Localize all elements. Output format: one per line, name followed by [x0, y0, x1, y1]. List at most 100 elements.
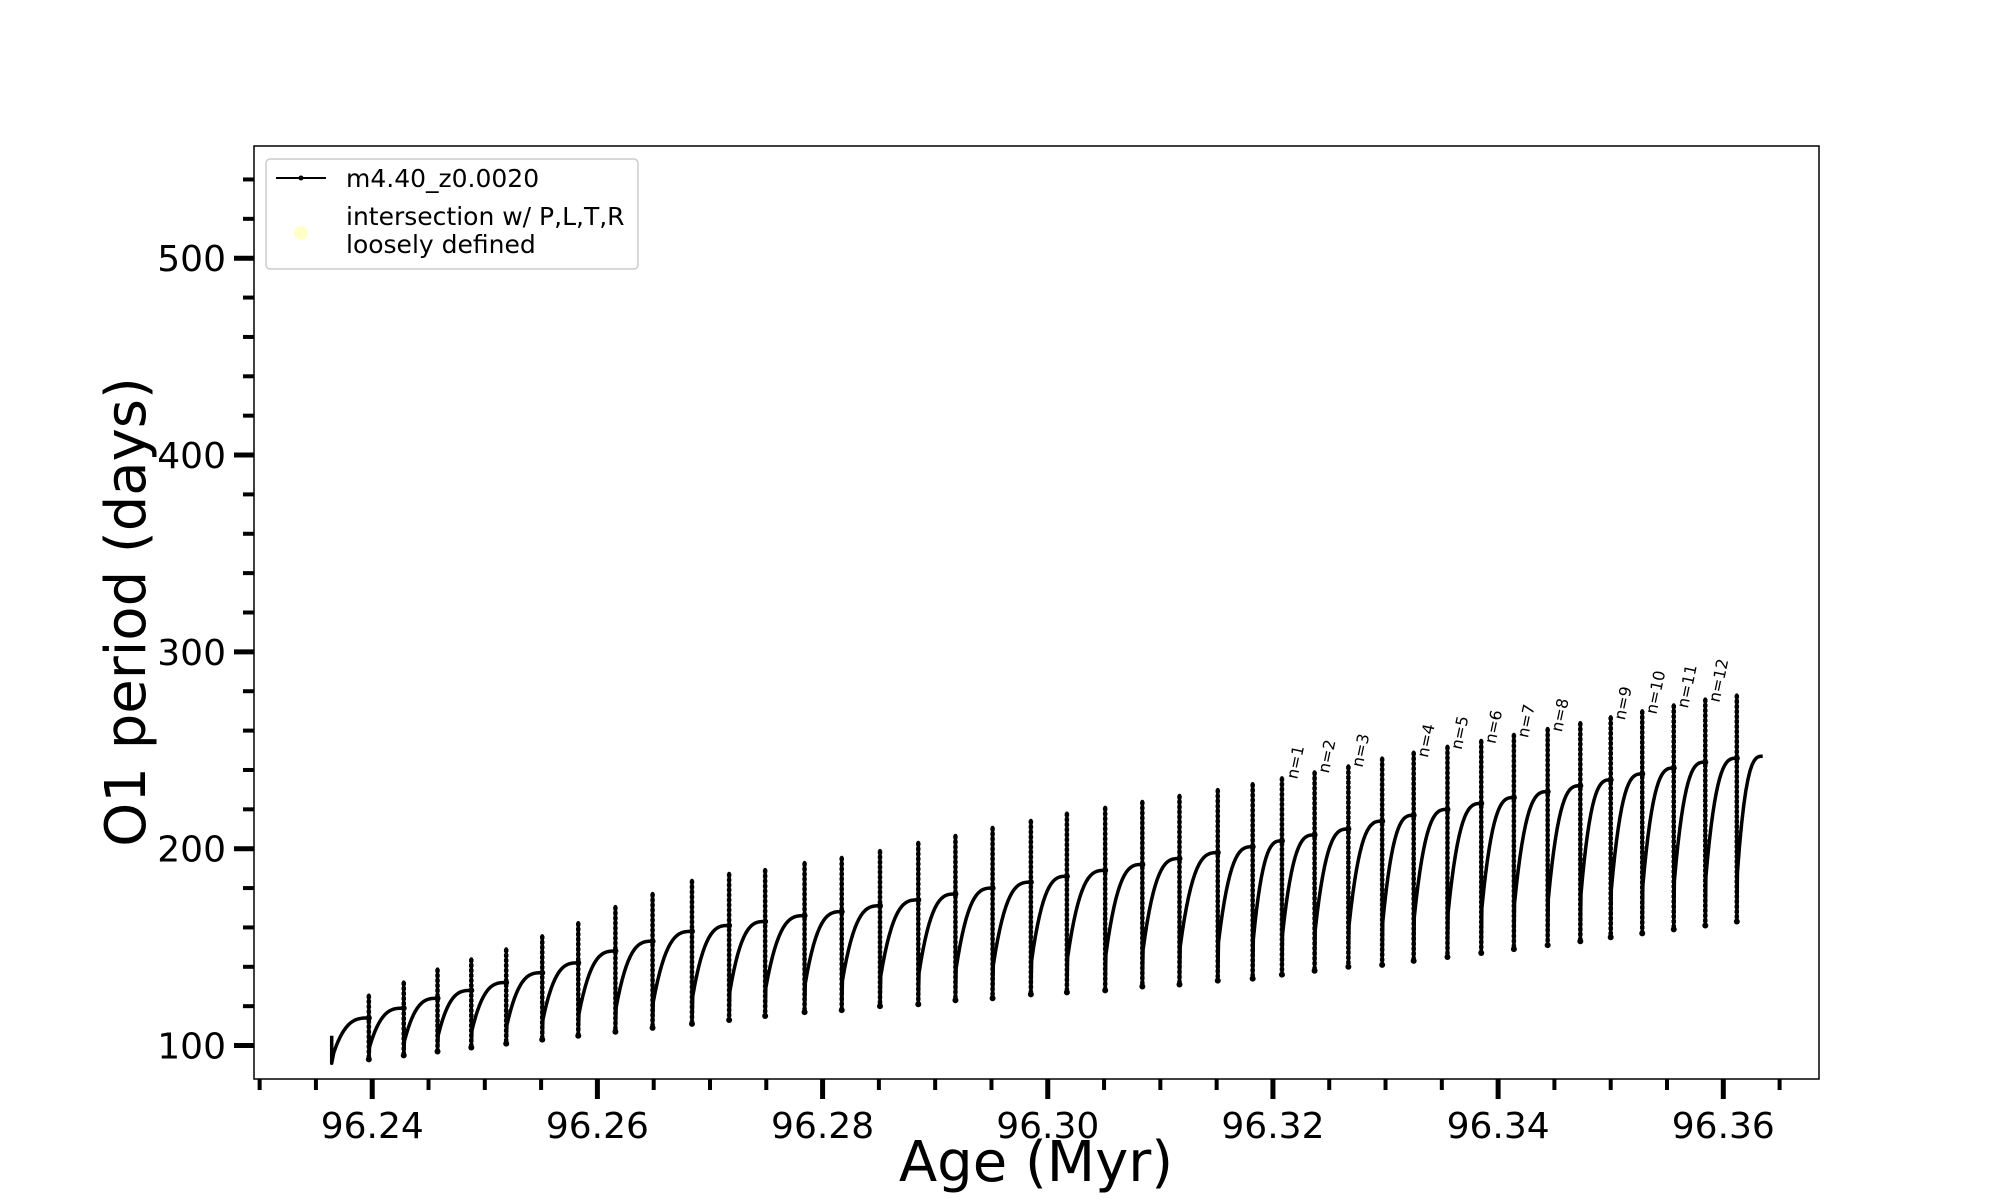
pulse-low-point — [1670, 926, 1677, 933]
pulse-peak-point — [539, 969, 546, 976]
y-tick-label: 100 — [157, 1027, 226, 1068]
y-axis-label: O1 period (days) — [94, 377, 159, 847]
pulse-low-point — [1249, 975, 1256, 982]
pulse-peak-point — [612, 948, 619, 955]
pulse-low-point — [989, 995, 996, 1002]
pulse-peak-point — [801, 912, 808, 919]
series-layer — [329, 693, 1763, 1065]
pulse-peak-point — [1345, 826, 1352, 833]
pulse-peak-point — [434, 995, 441, 1002]
pulse-low-point — [1278, 971, 1285, 978]
legend-label-intersection-line2: loosely defined — [346, 230, 536, 259]
pulse-peak-point — [989, 885, 996, 892]
pulse-peak-point — [1027, 879, 1034, 886]
y-tick-label: 200 — [157, 830, 226, 871]
pulse-low-point — [1063, 989, 1070, 996]
pulse-peak-point — [877, 902, 883, 909]
pulse-peak-point — [1702, 759, 1709, 766]
pulse-peak-point — [1278, 837, 1285, 844]
pulse-low-point — [434, 1048, 441, 1055]
pulse-low-point — [468, 1044, 475, 1051]
pulse-peak-point — [762, 918, 769, 925]
pulse-low-point — [1577, 938, 1584, 945]
pulse-low-point — [1639, 930, 1646, 937]
pulse-low-point — [1176, 981, 1183, 988]
pulse-low-point — [1607, 934, 1614, 941]
pulse-low-point — [1139, 983, 1146, 990]
y-tick-label: 400 — [157, 436, 226, 477]
pulse-peak-point — [1544, 788, 1551, 795]
pulse-peak-point — [1607, 776, 1614, 783]
pulse-low-point — [1544, 942, 1551, 949]
pulse-peak-point — [1063, 873, 1070, 880]
x-tick-label: 96.36 — [1672, 1106, 1775, 1147]
pulse-low-point — [1379, 961, 1386, 968]
pulse-peak-point — [1733, 755, 1740, 762]
pulse-low-point — [1027, 991, 1034, 998]
pulse-low-point — [688, 1020, 695, 1027]
pulse-low-point — [762, 1013, 769, 1020]
pulse-low-point — [1214, 977, 1221, 984]
pulse-low-point — [952, 997, 959, 1004]
x-axis: 96.24 96.26 96.28 96.30 96.32 96.34 96.36 — [257, 1079, 1782, 1147]
pulse-low-point — [1102, 987, 1109, 994]
pulse-low-point — [575, 1032, 582, 1039]
pulse-low-point — [726, 1016, 733, 1023]
pulse-low-point — [503, 1040, 510, 1047]
pulse-peak-point — [649, 938, 656, 945]
legend-box — [265, 158, 639, 270]
pulse-low-point — [1478, 950, 1485, 957]
pulse-low-point — [539, 1036, 546, 1043]
pulse-peak-point — [726, 922, 733, 929]
pulse-peak-point — [1510, 794, 1517, 801]
pulse-low-point — [649, 1024, 656, 1031]
pulse-peak-point — [838, 908, 845, 915]
pulse-low-point — [400, 1052, 407, 1059]
pulse-low-point — [801, 1009, 808, 1016]
pulse-peak-point — [915, 896, 922, 903]
x-tick-label: 96.24 — [321, 1106, 424, 1147]
pulse-low-point — [365, 1056, 372, 1063]
y-axis: 100 200 300 400 500 — [157, 177, 254, 1068]
pulse-peak-point — [1410, 812, 1417, 819]
x-tick-label: 96.28 — [771, 1106, 874, 1147]
pulse-peak-point — [365, 1014, 372, 1021]
pulse-peak-point — [952, 890, 959, 897]
pulse-low-point — [1410, 957, 1417, 964]
pulse-low-point — [1311, 967, 1318, 974]
legend-label-intersection-line1: intersection w/ P,L,T,R — [346, 202, 625, 231]
pulse-peak-point — [1670, 765, 1677, 771]
legend-line-dot — [298, 175, 304, 181]
pulse-low-point — [1733, 918, 1740, 925]
pulse-low-point — [1510, 946, 1517, 953]
x-tick-label: 96.26 — [546, 1106, 649, 1147]
pulse-low-point — [1702, 922, 1709, 929]
pulse-peak-point — [1176, 855, 1183, 862]
pulse-peak-point — [1139, 861, 1146, 868]
pulse-peak-point — [1379, 818, 1386, 825]
pulse-peak-point — [1478, 800, 1485, 807]
x-axis-label: Age (Myr) — [899, 1130, 1173, 1195]
y-tick-label: 300 — [157, 633, 226, 674]
pulse-low-point — [877, 1003, 883, 1010]
pulse-peak-point — [1639, 770, 1646, 777]
pulse-peak-point — [1577, 782, 1584, 789]
legend: m4.40_z0.0020 intersection w/ P,L,T,R lo… — [265, 158, 639, 270]
pulse-peak-point — [503, 979, 510, 986]
pulse-peak-point — [1214, 849, 1221, 856]
pulse-low-point — [915, 1001, 922, 1008]
x-tick-label: 96.34 — [1447, 1106, 1550, 1147]
pulse-peak-point — [1444, 806, 1451, 813]
pulse-peak-point — [1311, 831, 1318, 838]
pulse-peak-point — [1249, 843, 1256, 850]
legend-circle-marker — [294, 226, 308, 240]
x-tick-label: 96.32 — [1221, 1106, 1324, 1147]
y-tick-label: 500 — [157, 239, 226, 280]
pulse-low-point — [1444, 953, 1451, 960]
pulse-peak-point — [688, 928, 695, 935]
pulse-low-point — [1345, 963, 1352, 970]
legend-label-series: m4.40_z0.0020 — [346, 164, 539, 193]
pulse-peak-point — [1102, 867, 1109, 874]
pulse-low-point — [838, 1007, 845, 1014]
